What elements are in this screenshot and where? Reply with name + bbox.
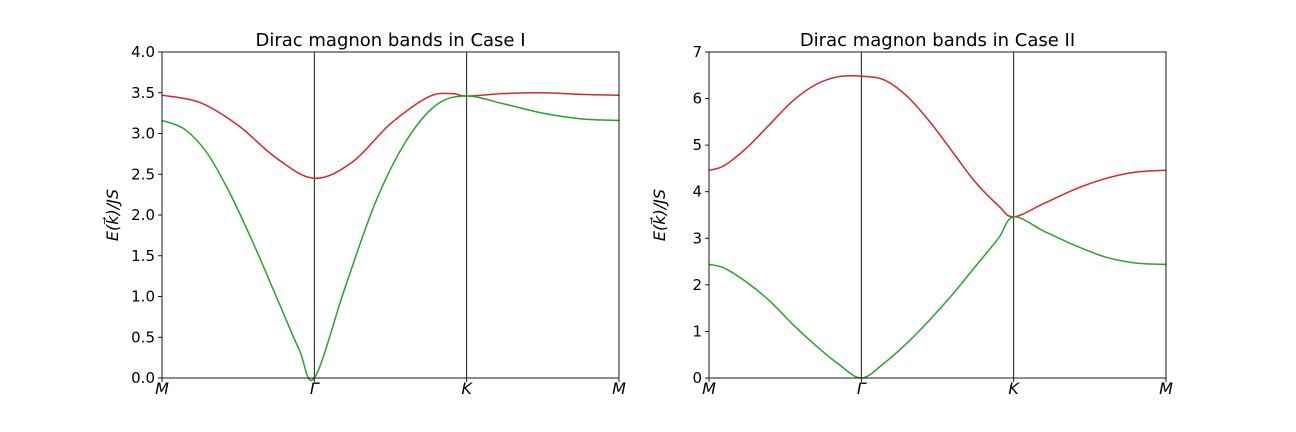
chart-title: Dirac magnon bands in Case II (800, 30, 1075, 51)
y-tick-label: 4.0 (131, 43, 155, 61)
y-tick-label: 3.5 (131, 84, 155, 102)
series-line-0 (708, 74, 1167, 218)
y-tick-label: 2 (692, 276, 702, 294)
x-tick-label: M (1159, 379, 1173, 398)
y-tick-label: 2.0 (131, 206, 155, 224)
chart-case-2: Dirac magnon bands in Case II E(k⃗)/JS 0… (649, 30, 1173, 398)
chart-case-1: Dirac magnon bands in Case I E(k⃗)/JS 0.… (102, 30, 626, 398)
x-tick-label: K (461, 379, 473, 398)
y-tick-label: 6 (692, 90, 702, 108)
y-axis-label: E(k⃗)/JS (102, 189, 122, 241)
y-tick-label: 0.5 (131, 328, 155, 346)
chart-title: Dirac magnon bands in Case I (255, 30, 525, 51)
y-tick-label: 1.0 (131, 288, 155, 306)
y-tick-label: 0.0 (131, 369, 155, 387)
series-line-1 (708, 216, 1167, 379)
x-tick-label: M (612, 379, 626, 398)
y-axis-label: E(k⃗)/JS (649, 189, 669, 241)
series-line-0 (161, 91, 620, 180)
y-tick-label: 3.0 (131, 125, 155, 143)
x-tick-label: M (155, 379, 169, 398)
y-tick-label: 4 (692, 183, 702, 201)
x-tick-label: Γ (857, 379, 867, 398)
series-line-1 (161, 95, 620, 382)
y-tick-label: 1 (692, 322, 702, 340)
x-tick-label: M (702, 379, 716, 398)
x-tick-label: Γ (310, 379, 320, 398)
plot-frame (161, 51, 620, 379)
x-tick-label: K (1008, 379, 1020, 398)
y-tick-label: 1.5 (131, 247, 155, 265)
y-tick-label: 5 (692, 136, 702, 154)
y-tick-label: 2.5 (131, 165, 155, 183)
y-tick-label: 3 (692, 229, 702, 247)
plot-frame (708, 51, 1167, 379)
y-tick-label: 0 (692, 369, 702, 387)
y-tick-label: 7 (692, 43, 702, 61)
